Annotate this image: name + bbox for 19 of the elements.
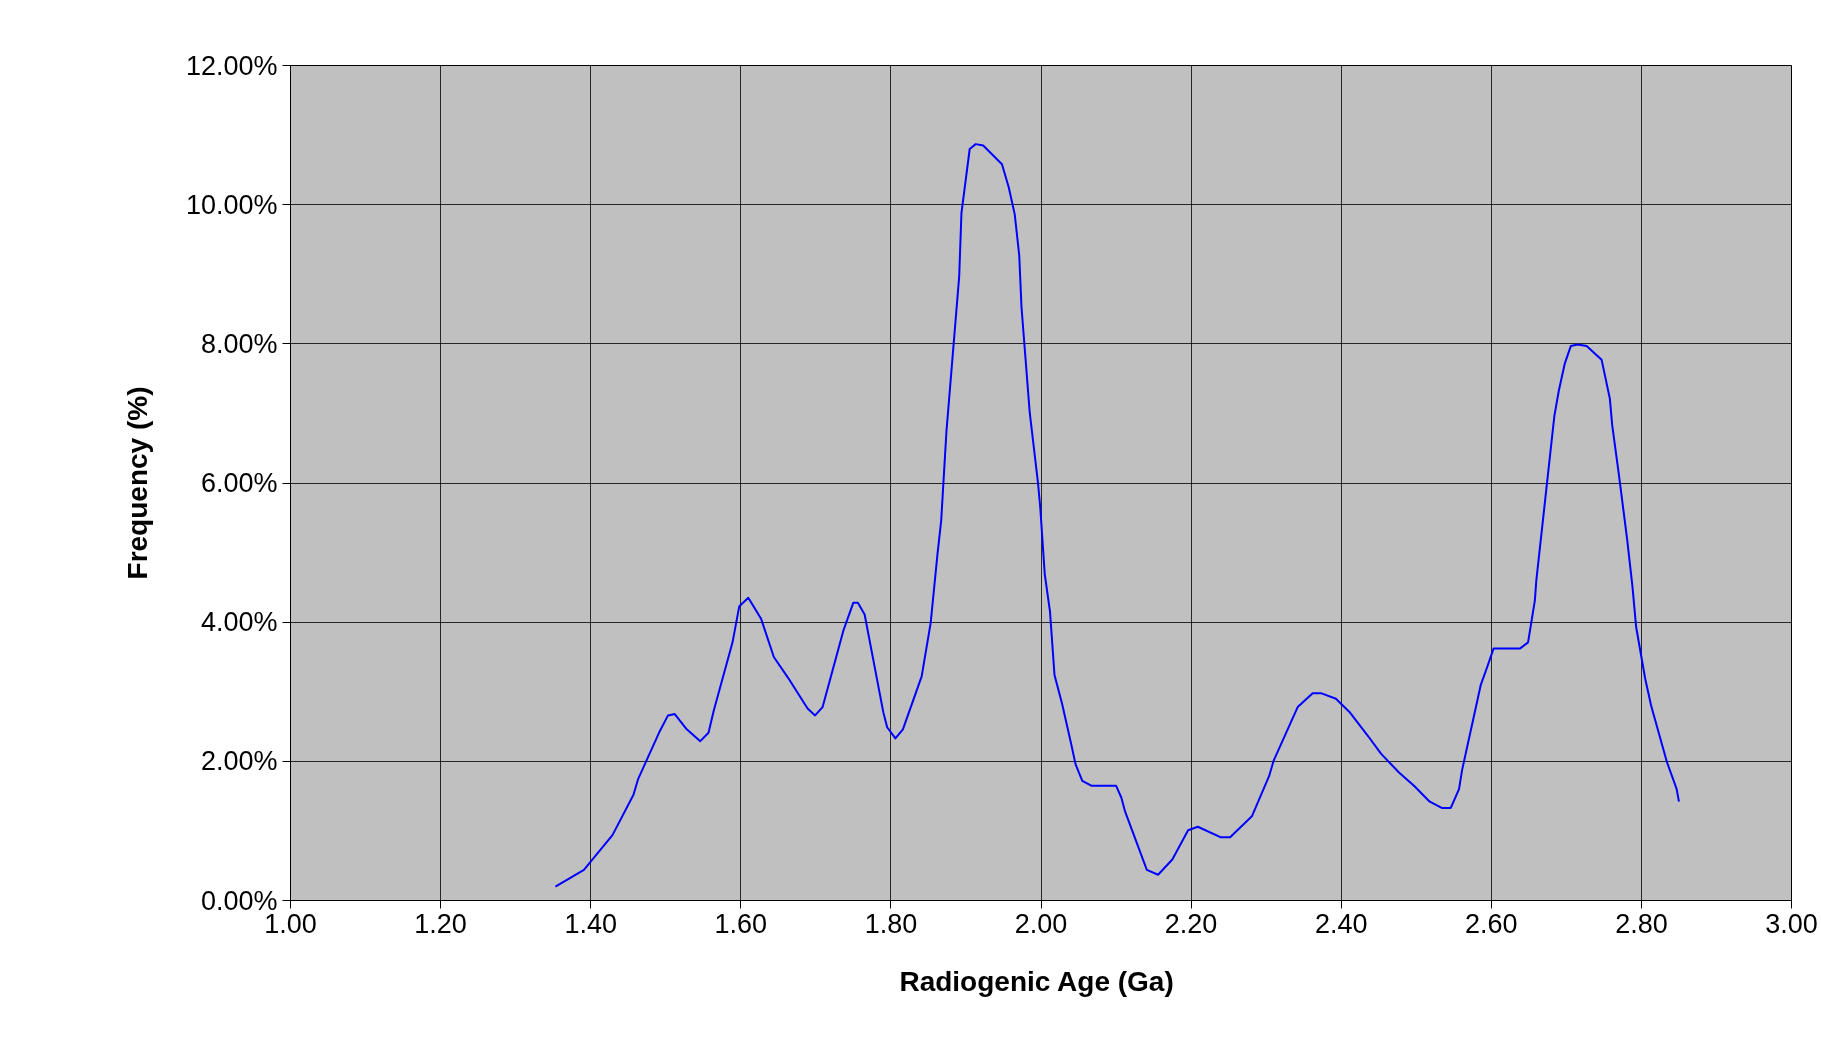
x-axis-title: Radiogenic Age (Ga) xyxy=(899,965,1174,997)
x-tick-label: 2.20 xyxy=(1164,908,1218,939)
y-tick-label: 8.00% xyxy=(200,328,278,359)
x-tick-label: 2.80 xyxy=(1615,908,1668,939)
y-tick-label: 4.00% xyxy=(200,607,278,638)
x-tick-label: 2.00 xyxy=(1014,908,1068,939)
x-tick-label: 1.80 xyxy=(864,908,918,939)
x-tick-label: 2.60 xyxy=(1465,908,1518,939)
y-axis-title: Frequency (%) xyxy=(121,386,153,580)
x-tick-label: 3.00 xyxy=(1765,908,1818,939)
line-series xyxy=(554,143,1680,888)
x-tick-label: 1.20 xyxy=(414,908,467,939)
x-tick-label: 1.60 xyxy=(714,908,768,939)
y-tick-label: 2.00% xyxy=(200,746,278,777)
y-tick-label: 6.00% xyxy=(200,468,278,498)
x-tick-label: 1.40 xyxy=(564,908,617,939)
y-tick-label: 12.00% xyxy=(185,50,278,81)
x-tick-label: 2.40 xyxy=(1314,908,1368,939)
y-tick-label: 10.00% xyxy=(185,189,278,220)
